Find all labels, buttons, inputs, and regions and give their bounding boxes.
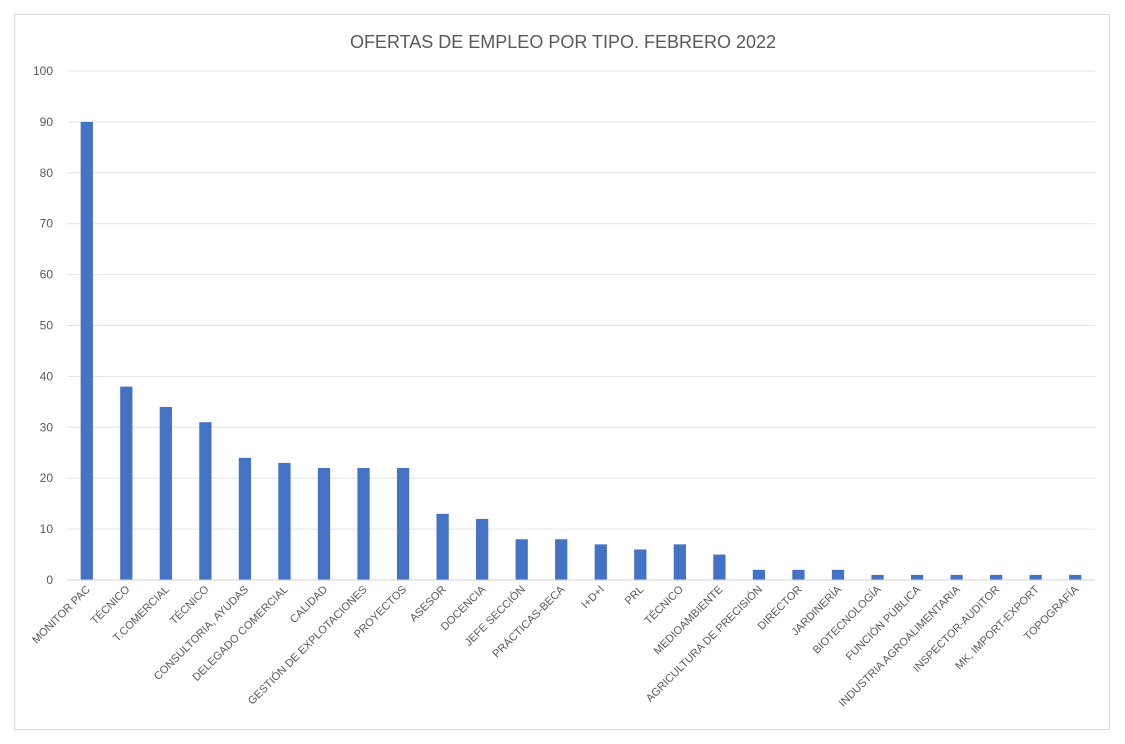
bar (713, 554, 726, 580)
bar (555, 539, 568, 580)
bar (120, 386, 133, 580)
bar (278, 462, 291, 580)
bar (238, 457, 252, 580)
y-tick-label: 50 (40, 319, 54, 333)
y-tick-label: 90 (40, 115, 54, 129)
bar (910, 574, 924, 580)
y-axis-ticks: 0 10 20 30 40 50 60 70 80 90 100 (33, 64, 53, 587)
bar (1069, 574, 1082, 580)
y-tick-label: 80 (40, 166, 54, 180)
y-tick-label: 60 (40, 268, 54, 282)
y-tick-label: 70 (40, 217, 54, 231)
x-axis-ticks: MONITOR PACTÉCNICOT.COMERCIALTÉCNICOCONS… (30, 582, 1082, 709)
bar-chart: OFERTAS DE EMPLEO POR TIPO. FEBRERO 2022… (30, 32, 1095, 710)
bar (752, 569, 766, 580)
x-tick-label: ASESOR (408, 584, 449, 625)
bar (436, 513, 449, 580)
bar (80, 121, 93, 581)
y-tick-label: 30 (40, 420, 54, 434)
bar (594, 544, 607, 580)
bar (317, 468, 331, 580)
bar (990, 574, 1003, 580)
bar (871, 574, 884, 580)
x-tick-label: PRÁCTICAS-BECA (490, 582, 568, 660)
bar (1029, 574, 1042, 580)
x-tick-label: BIOTECNOLOGÍA (810, 582, 884, 656)
x-tick-label: I+D+I (579, 584, 607, 612)
bar (159, 406, 172, 580)
y-tick-label: 20 (40, 471, 54, 485)
bar (357, 468, 370, 580)
y-tick-label: 100 (33, 64, 53, 78)
bar (634, 549, 647, 580)
bar (950, 574, 963, 580)
bar (396, 468, 410, 580)
x-tick-label: FUNCIÓN PÚBLICA (843, 582, 924, 663)
chart-frame: OFERTAS DE EMPLEO POR TIPO. FEBRERO 2022… (14, 14, 1110, 730)
y-tick-label: 40 (40, 369, 54, 383)
bar (673, 544, 686, 580)
gridlines (67, 70, 1095, 530)
y-tick-label: 10 (40, 522, 54, 536)
y-tick-label: 0 (46, 573, 53, 587)
x-tick-label: MEDIOAMBIENTE (652, 584, 726, 658)
x-tick-label: CALIDAD (288, 584, 330, 626)
bar (831, 569, 845, 580)
bar (199, 422, 212, 580)
bars (80, 121, 1082, 581)
chart-title: OFERTAS DE EMPLEO POR TIPO. FEBRERO 2022 (350, 32, 776, 52)
bar (515, 539, 528, 580)
x-tick-label: MONITOR PAC (30, 584, 93, 647)
bar (792, 569, 805, 580)
bar (476, 518, 489, 580)
x-tick-label: PRL (623, 584, 647, 608)
